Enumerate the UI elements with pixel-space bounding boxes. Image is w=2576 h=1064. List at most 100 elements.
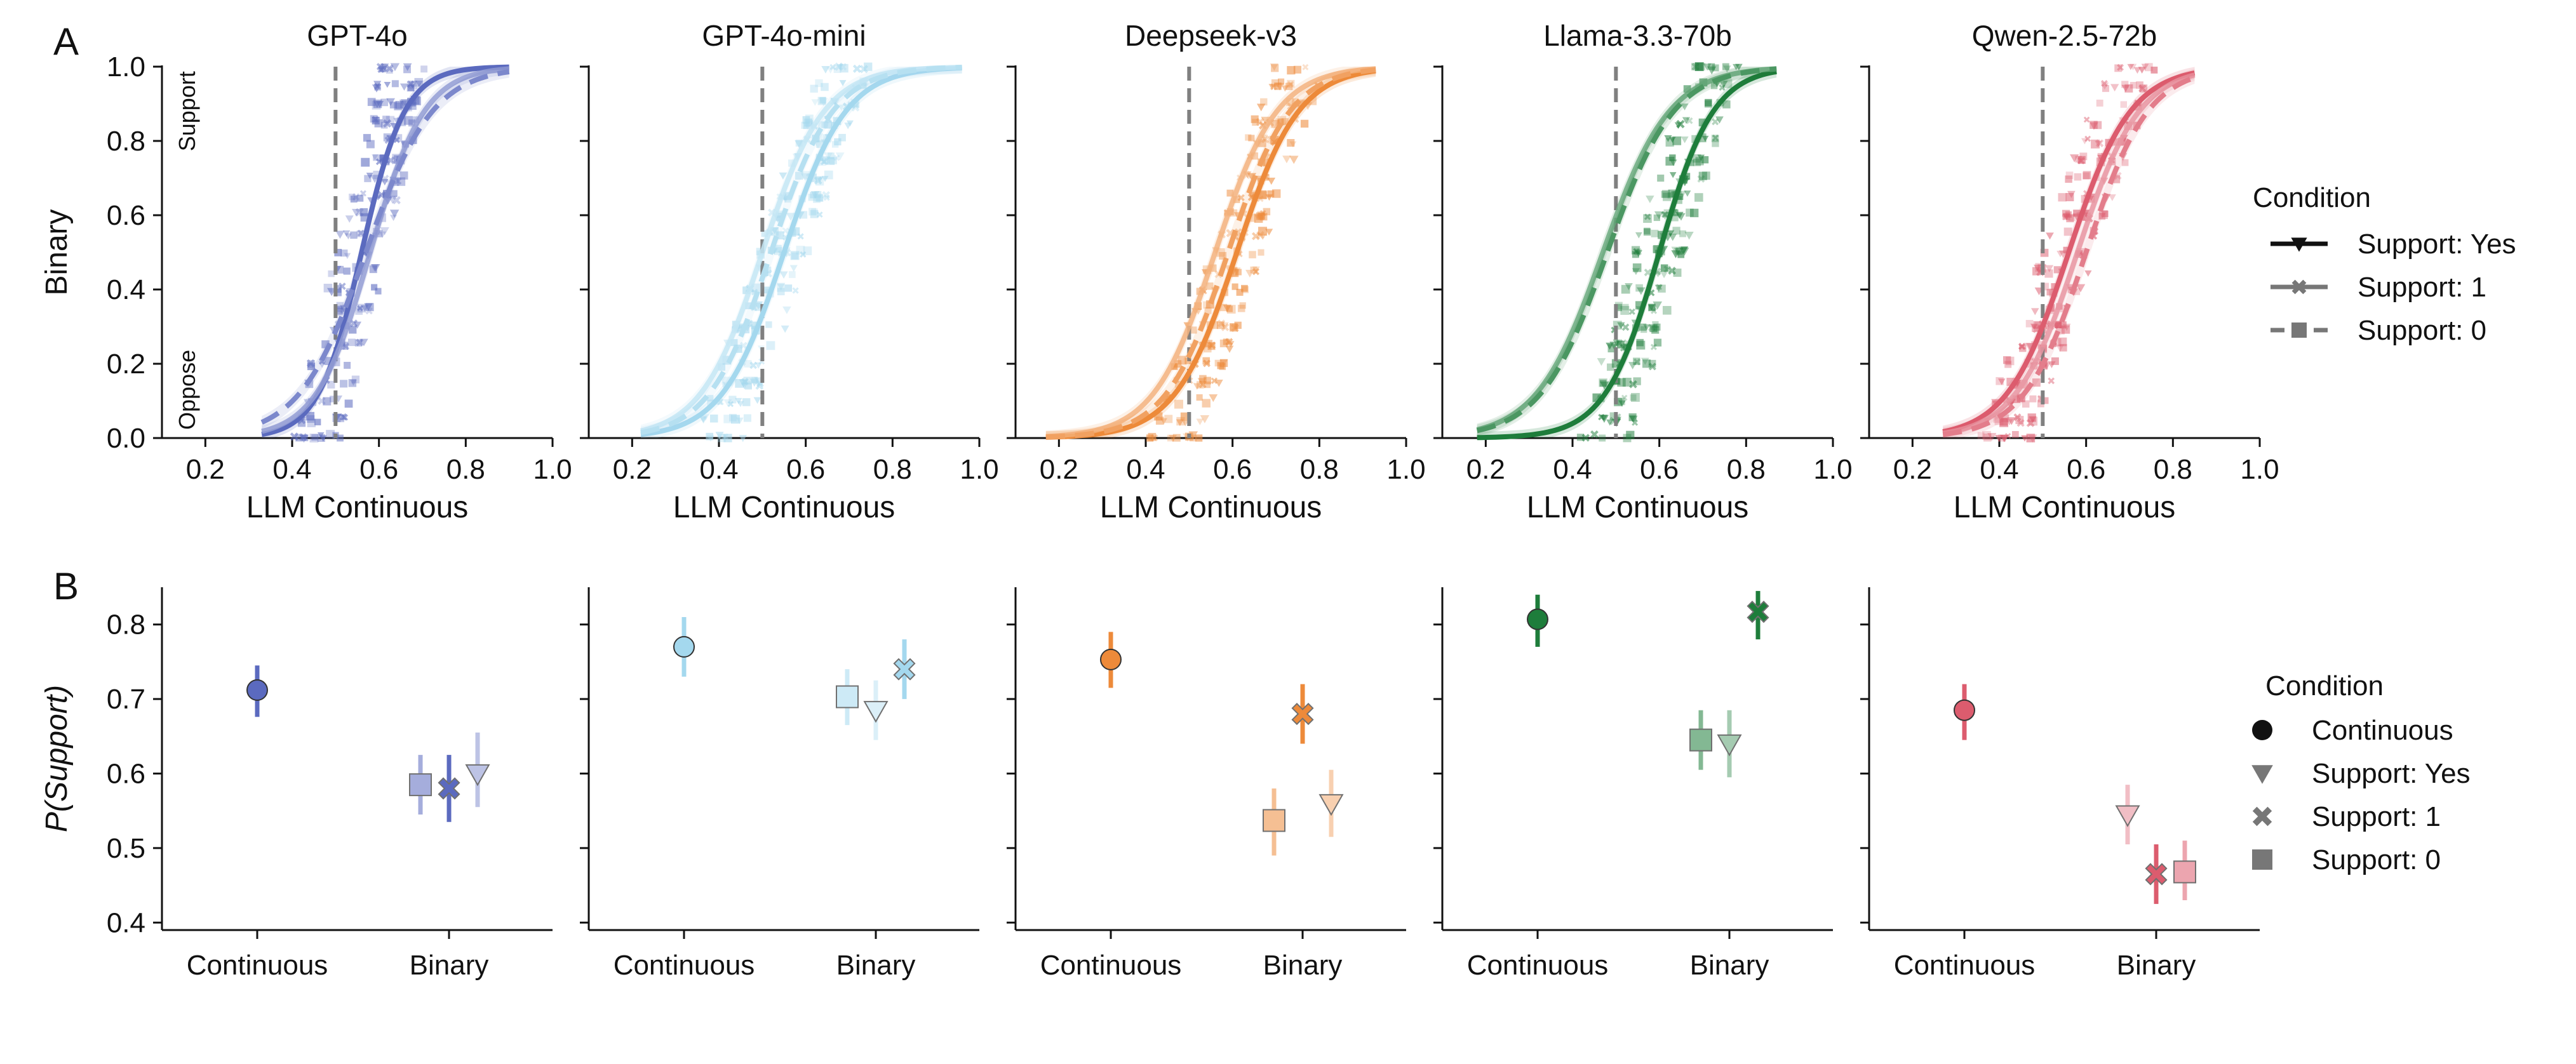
data-point bbox=[1647, 304, 1655, 311]
data-point bbox=[736, 417, 744, 425]
data-point bbox=[1633, 358, 1641, 366]
data-point bbox=[1668, 267, 1676, 275]
data-point bbox=[1982, 430, 1991, 440]
x-axis-label: LLM Continuous bbox=[673, 491, 896, 524]
panel-a: GPT-4o0.2 0.4 0.6 0.8 1.00.00.20.40.60.81.0L… bbox=[40, 19, 2279, 524]
point-marker bbox=[2145, 863, 2168, 886]
data-point bbox=[379, 231, 387, 238]
data-point bbox=[2018, 342, 2026, 350]
data-point bbox=[1707, 66, 1717, 75]
point-marker bbox=[438, 777, 460, 800]
data-point bbox=[2100, 79, 2108, 87]
data-point bbox=[1621, 284, 1630, 294]
data-point bbox=[699, 416, 708, 423]
point-marker bbox=[673, 635, 695, 658]
data-point bbox=[1649, 324, 1658, 333]
support-annotation: Support bbox=[174, 71, 200, 151]
data-point bbox=[1613, 339, 1621, 347]
data-point bbox=[394, 102, 402, 110]
data-point bbox=[2077, 157, 2085, 164]
data-point bbox=[803, 246, 812, 255]
point-marker bbox=[2115, 805, 2140, 827]
data-point bbox=[777, 288, 785, 296]
x-tick-label: Continuous bbox=[1040, 950, 1182, 981]
data-point bbox=[2117, 63, 2124, 71]
data-point bbox=[839, 63, 847, 71]
data-point bbox=[1622, 378, 1632, 387]
point-marker bbox=[246, 679, 268, 701]
fit-curve bbox=[1476, 66, 1777, 434]
data-point bbox=[824, 121, 832, 129]
data-point bbox=[1722, 65, 1731, 73]
fit-curve bbox=[1477, 69, 1777, 441]
data-point bbox=[386, 67, 393, 74]
data-point bbox=[814, 190, 822, 198]
panel-b-subplot: 0.4 0.5 0.6 0.7 0.8 Continuous Binary P(Support… bbox=[40, 587, 553, 981]
data-point bbox=[1698, 63, 1706, 70]
data-point bbox=[394, 134, 403, 142]
data-point bbox=[386, 156, 395, 164]
data-point bbox=[2030, 308, 2039, 316]
point-marker bbox=[863, 701, 889, 723]
data-point bbox=[1205, 282, 1214, 290]
data-point bbox=[1236, 288, 1244, 296]
data-point bbox=[2079, 152, 2088, 161]
data-point bbox=[1668, 234, 1677, 241]
data-point bbox=[1628, 308, 1635, 316]
data-point bbox=[1719, 81, 1728, 89]
data-point bbox=[1679, 246, 1688, 255]
data-point bbox=[2099, 210, 2108, 219]
data-point bbox=[860, 82, 867, 89]
data-point bbox=[1632, 419, 1639, 426]
data-point bbox=[1691, 63, 1699, 70]
data-point bbox=[822, 156, 830, 164]
data-point bbox=[826, 157, 835, 165]
data-point bbox=[2048, 377, 2055, 385]
data-point bbox=[1691, 62, 1700, 71]
data-point bbox=[2063, 227, 2072, 236]
data-point bbox=[706, 432, 714, 441]
panel-b-subplot: Continuous Binary bbox=[1433, 587, 1833, 981]
data-point bbox=[372, 116, 379, 123]
data-point bbox=[742, 286, 751, 295]
data-point bbox=[2029, 395, 2037, 402]
data-point bbox=[707, 395, 714, 402]
data-point bbox=[1198, 380, 1207, 389]
data-point bbox=[1683, 85, 1691, 93]
data-point bbox=[796, 246, 805, 255]
data-point bbox=[2041, 397, 2049, 404]
data-point bbox=[2059, 321, 2067, 329]
data-point bbox=[1712, 64, 1719, 72]
data-point bbox=[375, 158, 383, 166]
data-point bbox=[1606, 342, 1614, 350]
data-point bbox=[753, 397, 761, 404]
data-point bbox=[1697, 175, 1705, 183]
subplot-title: GPT-4o bbox=[307, 19, 408, 52]
data-point bbox=[349, 326, 357, 334]
data-point bbox=[2018, 343, 2025, 350]
data-point bbox=[2029, 416, 2037, 423]
data-point bbox=[2070, 154, 2079, 163]
data-point bbox=[1657, 175, 1665, 182]
data-point bbox=[2007, 417, 2016, 425]
data-point bbox=[1680, 103, 1689, 110]
data-point bbox=[356, 230, 364, 237]
data-point bbox=[344, 233, 352, 240]
data-point bbox=[2099, 212, 2106, 219]
data-point bbox=[1653, 301, 1663, 310]
data-point bbox=[1265, 229, 1273, 236]
data-point bbox=[1643, 214, 1652, 223]
data-point bbox=[349, 319, 358, 328]
data-point bbox=[823, 194, 830, 201]
data-point bbox=[1644, 269, 1652, 277]
panel-a-subplot: GPT-4o-mini 0.2 0.4 0.6 0.8 1.0 LLM Continuous bbox=[580, 19, 999, 524]
data-point bbox=[1712, 135, 1719, 142]
data-point bbox=[1182, 420, 1189, 427]
data-point bbox=[2102, 84, 2109, 92]
data-point bbox=[357, 303, 366, 313]
data-point bbox=[351, 375, 360, 383]
data-point bbox=[1651, 326, 1660, 334]
data-point bbox=[781, 325, 789, 333]
panel-b-letter: B bbox=[53, 565, 79, 608]
data-point bbox=[728, 396, 737, 404]
